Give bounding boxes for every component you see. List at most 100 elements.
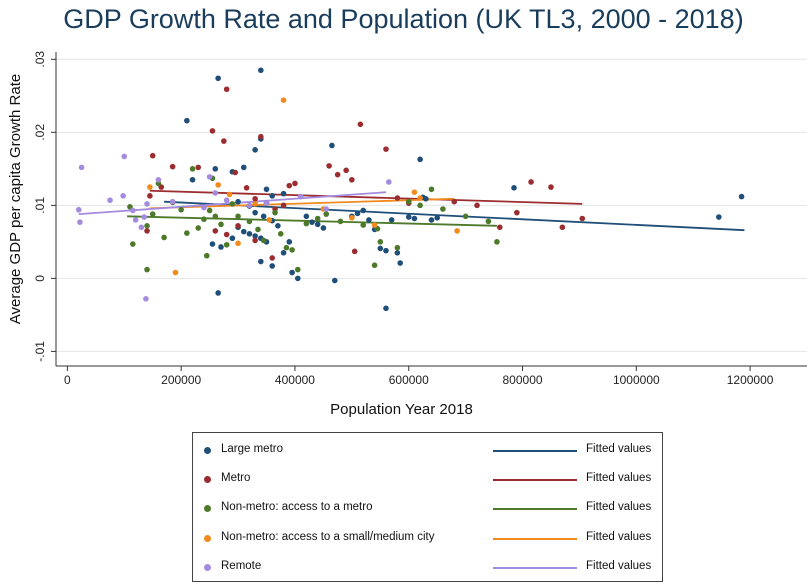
data-point <box>371 262 378 269</box>
data-point <box>428 186 435 193</box>
data-point <box>337 218 344 225</box>
legend-fit-line <box>493 479 577 481</box>
data-point <box>474 202 480 209</box>
data-point <box>161 234 167 241</box>
legend-fit-line <box>493 450 577 452</box>
data-point <box>172 269 179 276</box>
data-point <box>212 213 219 220</box>
y-tick-label: .01 <box>33 197 47 214</box>
data-point <box>235 198 241 205</box>
x-tick-label: 0 <box>64 373 71 387</box>
data-point <box>246 202 253 209</box>
data-point <box>269 255 275 261</box>
data-point <box>206 207 213 214</box>
data-point <box>292 180 298 187</box>
data-point <box>417 195 423 201</box>
legend-label: Non-metro: access to a small/medium city <box>221 531 435 543</box>
data-point <box>394 244 401 251</box>
data-point <box>218 244 224 250</box>
data-point <box>280 190 287 197</box>
data-point <box>229 235 236 242</box>
data-point <box>144 228 150 234</box>
data-point <box>255 226 261 233</box>
data-point <box>252 147 258 153</box>
data-point <box>229 201 236 207</box>
data-point <box>351 248 358 255</box>
legend-row-metro: Metro Fitted values <box>193 470 662 492</box>
fitted-line <box>149 189 583 205</box>
data-point <box>184 230 190 236</box>
legend-row-non-metro-access-metro: Non-metro: access to a metro Fitted valu… <box>193 499 662 521</box>
legend-fit-line <box>493 567 577 569</box>
data-point <box>149 211 156 217</box>
data-point <box>147 184 153 190</box>
data-point <box>243 185 250 191</box>
data-point <box>189 176 196 183</box>
data-point <box>417 156 423 163</box>
data-point <box>121 153 128 160</box>
y-tick-label: -.01 <box>33 341 47 362</box>
data-point <box>462 213 469 220</box>
data-point <box>405 198 412 205</box>
legend-marker <box>204 447 211 454</box>
data-point <box>383 146 389 152</box>
data-point <box>371 222 378 228</box>
data-point <box>258 258 264 265</box>
data-point <box>223 86 230 93</box>
data-point <box>428 217 435 223</box>
x-tick-label: 200000 <box>161 373 201 387</box>
data-point <box>323 211 330 217</box>
data-point <box>215 182 221 188</box>
legend-fit-label: Fitted values <box>586 560 652 572</box>
data-point <box>494 239 500 245</box>
data-point <box>334 171 341 178</box>
data-point <box>294 275 301 282</box>
data-point <box>314 221 321 228</box>
data-point <box>263 200 270 206</box>
data-point <box>417 202 423 209</box>
data-point <box>331 277 338 284</box>
grid-layer <box>56 58 807 352</box>
data-point <box>138 224 145 231</box>
data-point <box>275 222 281 229</box>
data-point <box>206 174 213 180</box>
data-point <box>144 266 150 273</box>
data-point <box>130 207 136 214</box>
data-point <box>511 185 517 191</box>
data-point <box>260 213 267 220</box>
legend-fit-label: Fitted values <box>586 531 652 543</box>
data-point <box>272 209 278 216</box>
legend-fit-label: Fitted values <box>586 472 652 484</box>
data-point <box>132 217 139 223</box>
data-point <box>454 228 460 234</box>
data-point <box>215 75 221 82</box>
data-point <box>201 216 207 223</box>
x-axis-title: Population Year 2018 <box>330 401 473 418</box>
data-point <box>366 217 372 223</box>
data-point <box>343 167 349 174</box>
data-point <box>226 191 233 198</box>
legend-fit-line <box>493 508 577 510</box>
data-point <box>246 231 253 237</box>
legend-marker <box>204 505 211 512</box>
data-point <box>286 239 293 245</box>
legend-fit-label: Fitted values <box>586 501 652 513</box>
data-point <box>283 244 290 251</box>
data-point <box>286 182 293 189</box>
data-point <box>141 214 147 220</box>
data-point <box>212 166 219 172</box>
data-point <box>195 164 202 171</box>
data-point <box>360 222 367 228</box>
data-point <box>252 237 258 244</box>
legend-label: Non-metro: access to a metro <box>221 501 373 513</box>
data-point <box>423 195 429 202</box>
legend-row-non-metro-access-city: Non-metro: access to a small/medium city… <box>193 529 662 551</box>
data-point <box>252 195 258 202</box>
scatter-plot: -.01 0 .01 .02 .03 0 200000 400000 600000 800000 1… <box>7 51 807 418</box>
data-point <box>263 186 270 193</box>
x-tick-label: 400000 <box>275 373 315 387</box>
data-point <box>383 247 389 254</box>
legend-marker <box>204 535 211 542</box>
data-point <box>77 219 83 225</box>
data-point <box>266 217 273 223</box>
